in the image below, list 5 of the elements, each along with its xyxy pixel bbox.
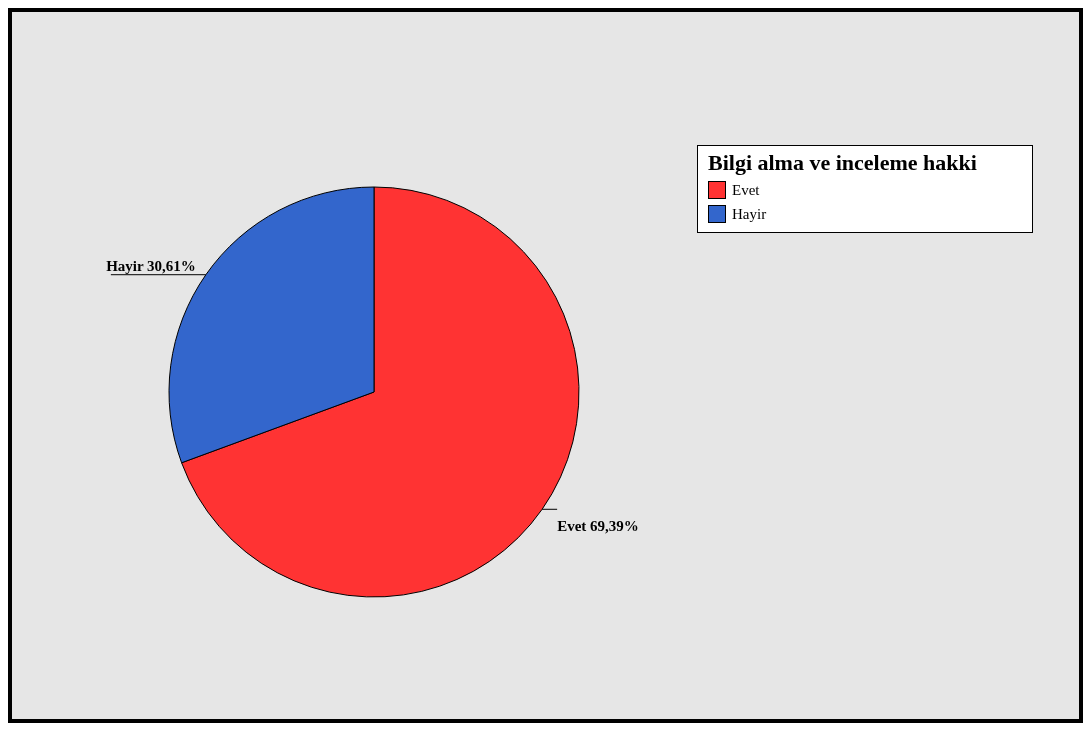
category-label: Hayir 30,61%	[106, 257, 196, 274]
category-label: Evet 69,39%	[557, 518, 639, 535]
legend-label: Hayir	[731, 204, 768, 224]
legend-label: Evet	[731, 180, 761, 200]
legend-title: Bilgi alma ve inceleme hakki	[708, 150, 978, 176]
